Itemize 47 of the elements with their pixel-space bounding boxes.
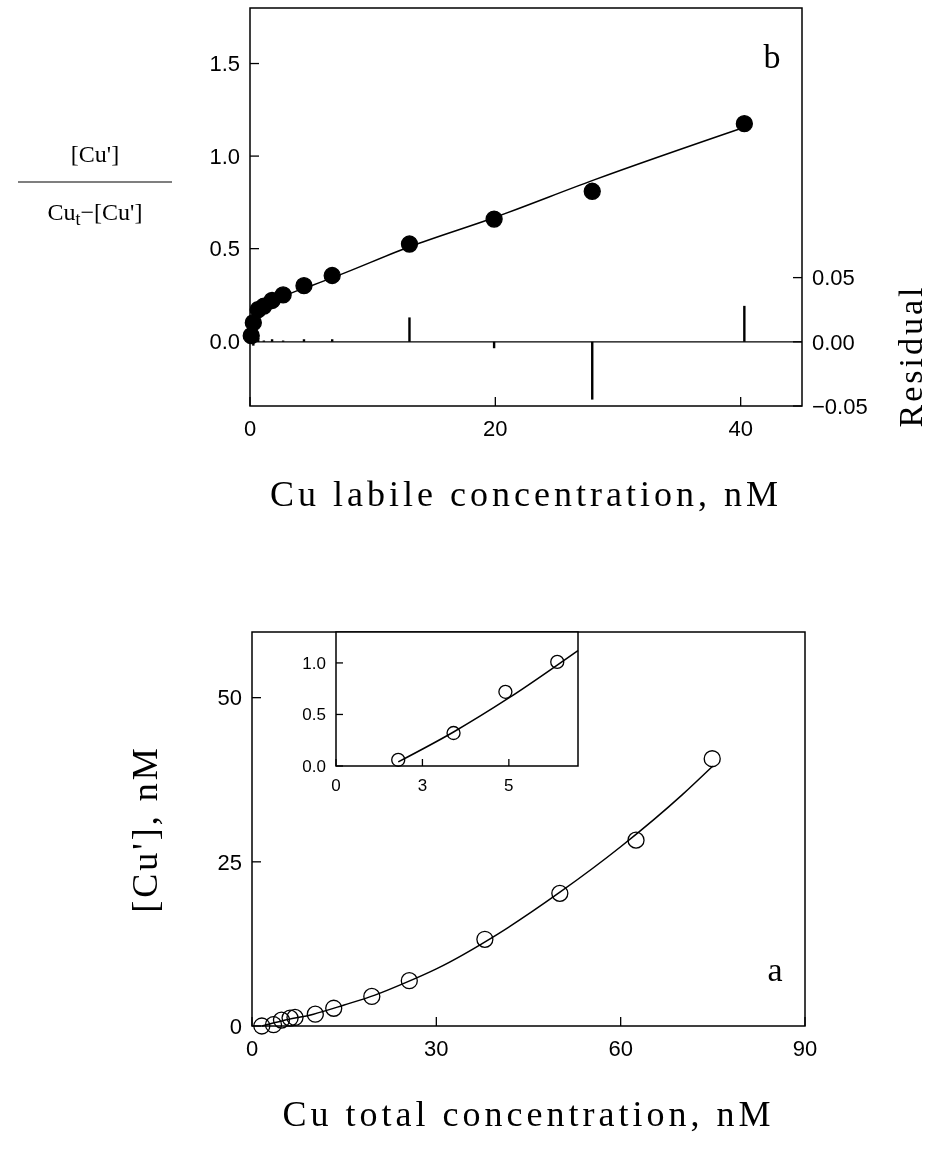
- point: [272, 1011, 291, 1029]
- y-tick-label: 0.0: [302, 756, 326, 776]
- y-tick-label: 0: [229, 1013, 242, 1039]
- annotation: b: [763, 38, 781, 75]
- point: [264, 1016, 283, 1034]
- annotation: a: [767, 951, 783, 988]
- point: [446, 725, 461, 741]
- point: [363, 987, 381, 1006]
- point: [391, 752, 406, 767]
- y2-tick-label: 0.00: [812, 329, 855, 355]
- y-tick-label: 0.5: [302, 705, 326, 725]
- y-tick-label: 0.0: [209, 328, 240, 354]
- point: [583, 182, 601, 200]
- point: [735, 115, 753, 133]
- point: [281, 1009, 299, 1027]
- point: [550, 654, 565, 670]
- y-axis-title: [Cu'], nM: [125, 745, 165, 913]
- x-tick-label: 20: [483, 416, 508, 441]
- x-tick-label: 3: [417, 776, 428, 795]
- point: [703, 750, 721, 768]
- y2-axis-title: Residual: [892, 284, 929, 428]
- point: [498, 684, 513, 699]
- point: [551, 884, 569, 902]
- y-tick-label: 1.5: [209, 51, 240, 77]
- point: [400, 972, 418, 990]
- text: [Cu'] Cu$_{t}$−[Cu']: [47, 141, 143, 230]
- point: [286, 1008, 304, 1027]
- x-tick-label: 5: [504, 776, 514, 795]
- y-tick-label: 25: [217, 849, 242, 875]
- x-tick-label: 40: [728, 416, 753, 441]
- y-tick-label: 1.0: [209, 143, 240, 169]
- y2-tick-label: 0.05: [812, 265, 855, 291]
- y-tick-label: 0.5: [209, 236, 240, 262]
- point: [476, 930, 494, 948]
- point: [306, 1005, 324, 1023]
- x-tick-label: 0: [331, 776, 341, 795]
- x-tick-label: 90: [792, 1036, 818, 1061]
- x-tick-label: 60: [608, 1036, 633, 1061]
- y-tick-label: 1.0: [302, 653, 326, 673]
- x-tick-label: 0: [245, 1036, 259, 1061]
- point: [325, 999, 343, 1017]
- x-tick-label: 30: [424, 1036, 449, 1061]
- y2-tick-label: −0.05: [812, 393, 868, 419]
- x-axis-title: Cu labile concentration, nM: [270, 474, 782, 514]
- x-axis-title: Cu total concentration, nM: [282, 1094, 775, 1134]
- point: [627, 831, 645, 849]
- y-tick-label: 50: [217, 685, 242, 711]
